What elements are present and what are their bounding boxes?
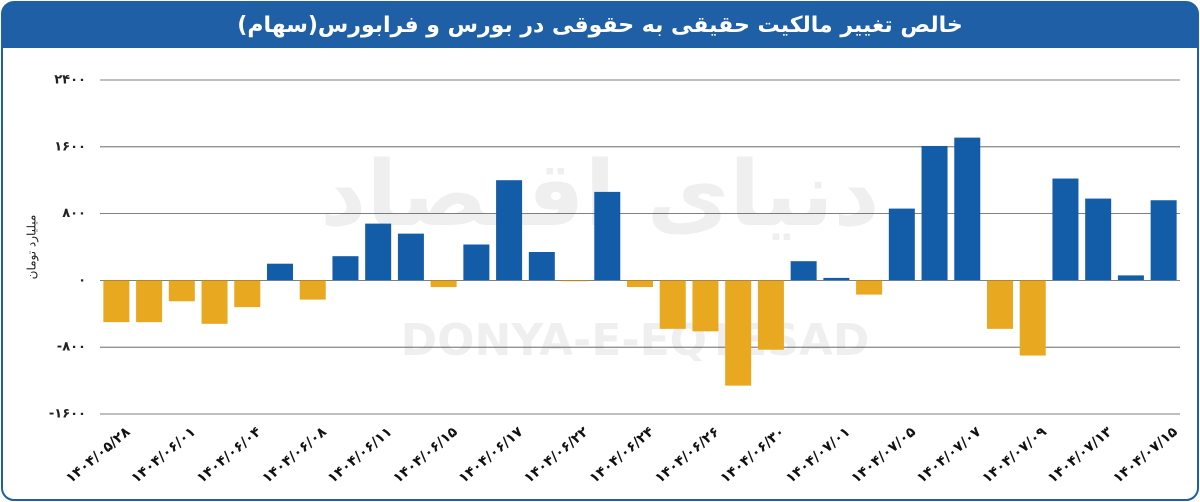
bar [987,280,1013,329]
title-bar [2,2,1198,48]
bar [430,280,457,288]
bar [1052,178,1079,281]
bar [267,263,293,281]
bar [201,280,228,324]
y-axis-label: میلیارد تومان [25,215,40,280]
watermark: DONYA-E-EQTESAD [401,315,870,366]
bar [594,191,621,281]
y-tick-label: -۸۰۰ [57,340,86,355]
chart-title: خالص تغییر مالکیت حقیقی به حقوقی در بورس… [237,13,962,38]
bar [332,256,359,281]
bar [168,280,195,302]
bar [103,280,130,323]
bar [365,223,392,281]
bar [692,280,719,332]
y-tick-label: ۰ [78,273,86,288]
bar [299,280,326,300]
y-tick-label: -۱۶۰۰ [49,407,86,422]
y-tick-label: ۸۰۰ [62,206,86,221]
bar [954,137,981,281]
bar [627,280,653,288]
bar [234,280,261,308]
bar [136,280,163,323]
bar [757,280,784,350]
bar [463,244,490,281]
bar [921,145,948,281]
bar [856,280,883,295]
bar [790,261,817,281]
y-tick-label: ۱۶۰۰ [54,139,86,154]
bar [561,280,588,282]
bar [659,280,686,329]
bar [888,208,915,281]
y-tick-label: ۲۴۰۰ [54,73,86,88]
bar [1117,275,1144,281]
bar [1019,280,1046,356]
bar [496,180,523,281]
bar [528,252,555,281]
bar [1085,198,1112,281]
bar [1150,200,1177,281]
bar [725,280,752,386]
bar [397,233,424,281]
bar [823,277,850,281]
